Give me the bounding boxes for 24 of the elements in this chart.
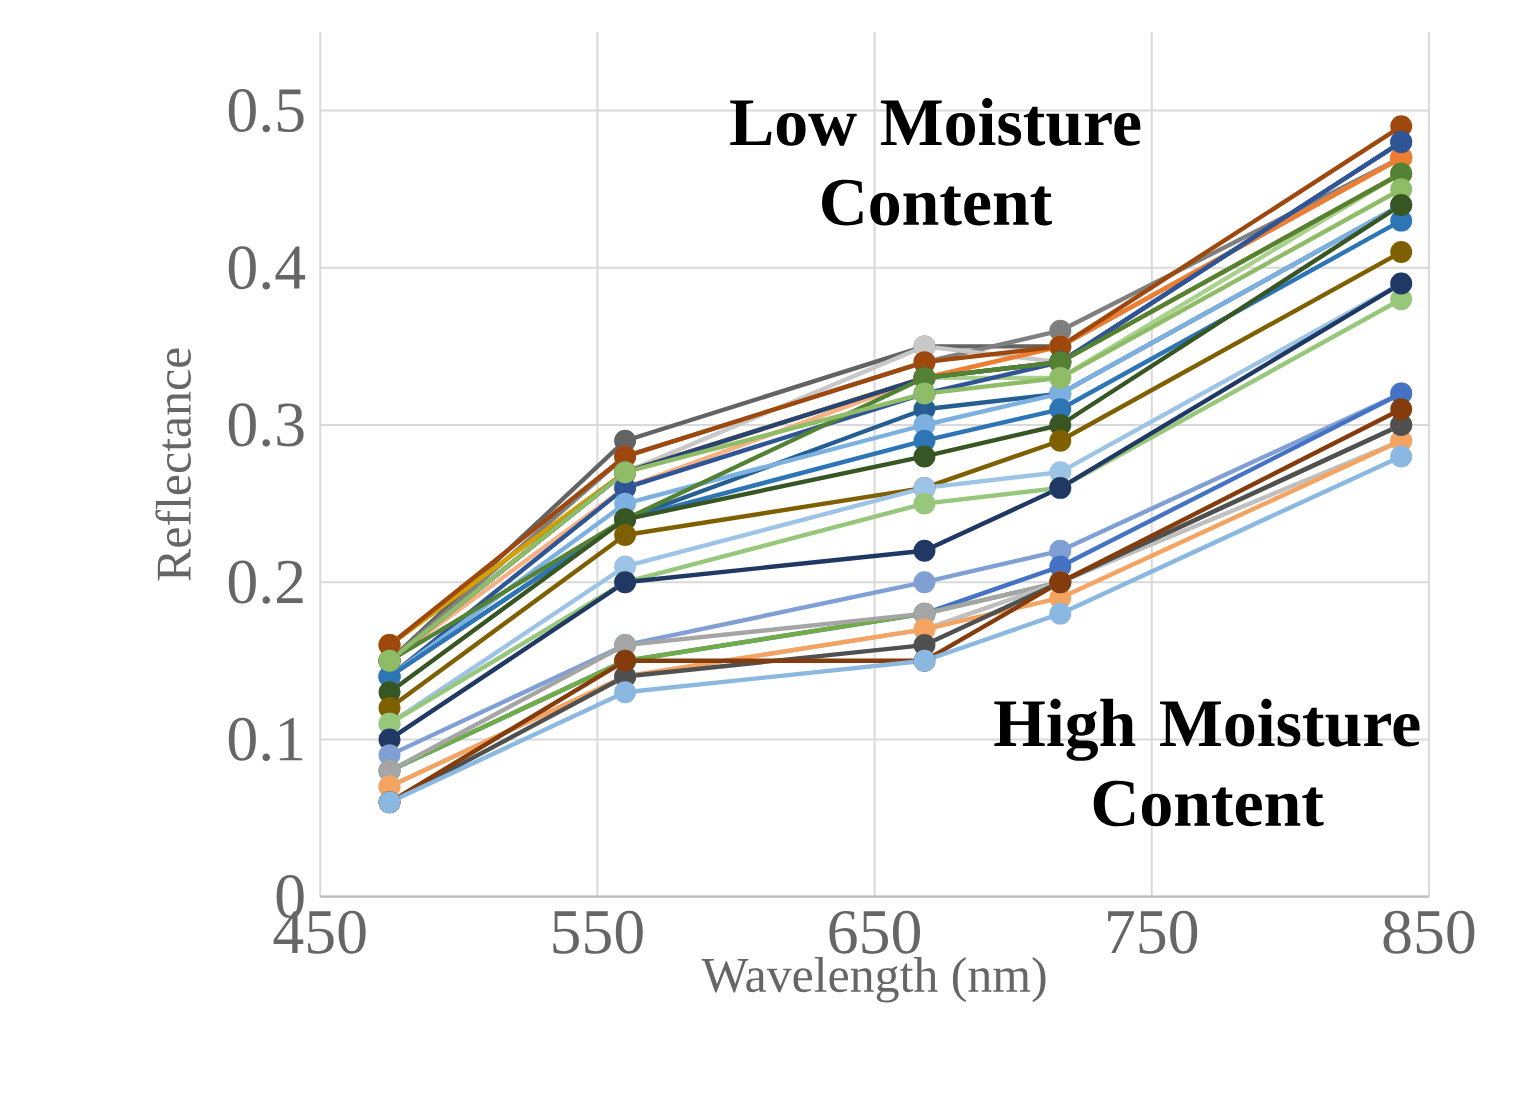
x-axis-title: Wavelength (nm) [701,957,1046,1003]
y-tick-label: 0.3 [228,403,304,447]
x-tick-label: 650 [829,910,920,954]
point [913,571,936,594]
point [1390,445,1413,468]
point [1049,429,1072,452]
y-tick-label: 0.5 [228,89,304,133]
point [614,524,637,547]
point [1390,398,1413,421]
point [913,539,936,562]
annotation: High Moisture Content [994,699,1420,827]
point [913,492,936,515]
point [614,681,637,704]
y-axis-title: Reflectance [155,348,191,581]
point [1049,602,1072,625]
y-tick-label: 0.2 [228,560,303,604]
x-tick-label: 550 [553,910,643,954]
annotation: Low Moisture Content [730,98,1141,226]
y-tick-label: 0.4 [228,246,306,290]
y-tick-label: 0.1 [228,717,303,762]
point [1390,241,1413,264]
point [913,445,936,468]
x-tick-label: 850 [1383,910,1475,954]
x-tick-label: 750 [1108,910,1198,954]
